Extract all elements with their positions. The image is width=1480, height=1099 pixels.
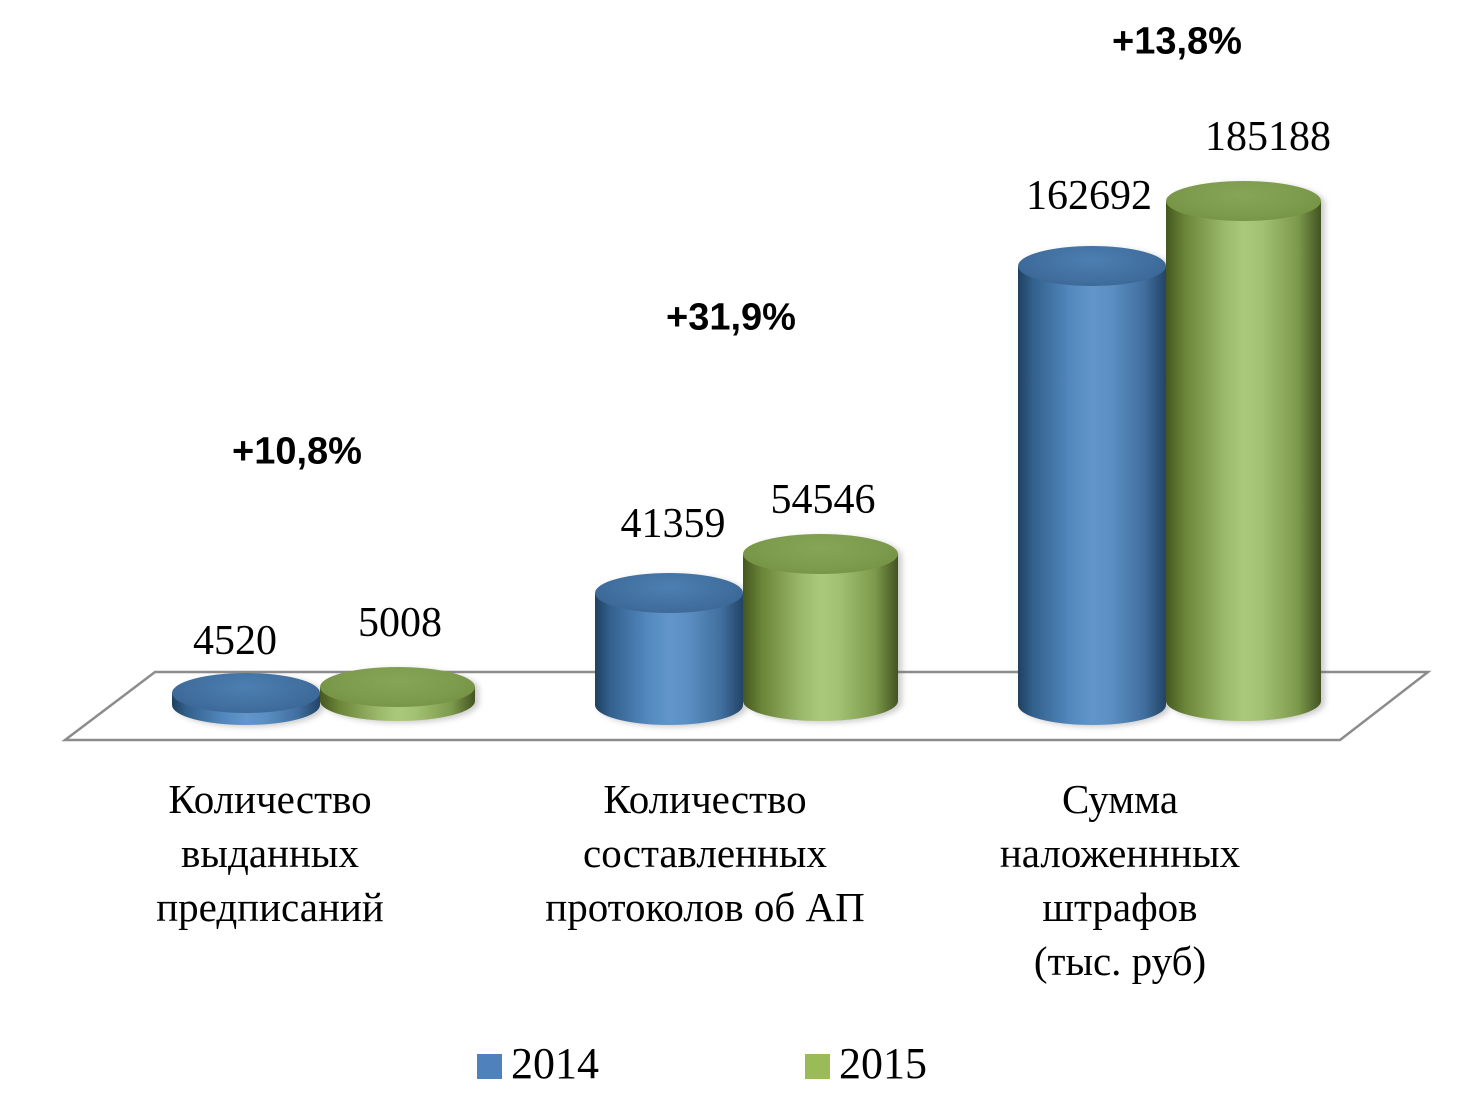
x-tick-predpisaniya: Количество выданных предписаний [156, 776, 384, 931]
cylinder-body [595, 593, 743, 725]
cylinder-body [1166, 200, 1321, 721]
cylinder-cap [1166, 180, 1321, 221]
legend: 2014 2015 [0, 1040, 1480, 1096]
cylinder-body [743, 553, 898, 721]
legend-swatch-2014 [477, 1053, 502, 1079]
cylinder-cap [172, 672, 320, 713]
x-tick-protokoly: Количество составленных протоколов об АП [545, 776, 865, 931]
value-label-2014-predpisaniya: 4520 [193, 618, 277, 664]
bar-2014-predpisaniya [172, 672, 320, 725]
cylinder-cap [595, 573, 743, 614]
cylinder-cap [320, 667, 475, 708]
legend-swatch-2015 [805, 1053, 830, 1079]
bar-2015-shtrafy [1166, 180, 1321, 721]
cylinder-body [1018, 265, 1166, 725]
bar-2015-predpisaniya [320, 667, 475, 721]
value-label-2014-shtrafy: 162692 [1026, 173, 1152, 219]
cylinder-cap [1018, 245, 1166, 286]
bar-2015-protokoly [743, 533, 898, 721]
change-annotation-predpisaniya: +10,8% [232, 430, 362, 473]
cylinder-cap [743, 533, 898, 574]
change-annotation-protokoly: +31,9% [666, 296, 796, 339]
legend-label-2014: 2014 [511, 1039, 599, 1088]
bar-2014-shtrafy [1018, 245, 1166, 725]
value-label-2015-protokoly: 54546 [770, 477, 876, 523]
legend-label-2015: 2015 [839, 1039, 927, 1088]
value-label-2015-predpisaniya: 5008 [358, 600, 442, 646]
x-tick-shtrafy: Сумма наложеннных штрафов (тыс. руб) [999, 776, 1241, 985]
bar-2014-protokoly [595, 573, 743, 725]
change-annotation-shtrafy: +13,8% [1112, 20, 1242, 63]
value-label-2015-shtrafy: 185188 [1205, 114, 1331, 160]
legend-item-2015: 2015 [805, 1040, 927, 1088]
legend-item-2014: 2014 [477, 1040, 599, 1088]
value-label-2014-protokoly: 41359 [620, 501, 726, 547]
